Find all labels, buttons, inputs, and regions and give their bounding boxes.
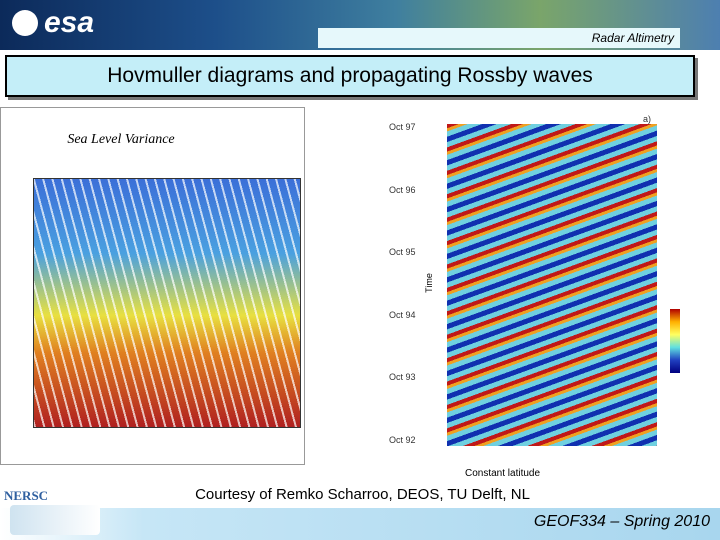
footer (0, 508, 720, 540)
map-figure: Sea Level Variance (0, 107, 305, 465)
y-tick-label: Oct 93 (389, 372, 416, 382)
y-axis-label: Time (423, 273, 434, 293)
y-tick-label: Oct 97 (389, 122, 416, 132)
logo-mark (12, 10, 38, 36)
nersc-logo: NERSC (4, 488, 49, 503)
hovmoller-field (447, 124, 657, 446)
map-title: Sea Level Variance (67, 132, 175, 147)
nersc-icon (10, 505, 100, 535)
y-tick-label: Oct 94 (389, 309, 416, 320)
course-label: GEOF334 – Spring 2010 (533, 513, 710, 530)
map-field (33, 178, 301, 428)
y-tick-label: Oct 92 (389, 434, 416, 445)
colorbar (666, 305, 710, 380)
y-tick-label: Oct 95 (389, 247, 416, 257)
credit: Courtesy of Remko Scharroo, DEOS, TU Del… (155, 482, 570, 508)
hovmoller-figure: a) Time Constant latitude Oct 97 Oct 96 Oc… (385, 108, 665, 485)
slide-title: Hovmuller diagrams and propagating Rossb… (5, 55, 695, 97)
panel-label: a) (643, 114, 652, 124)
section-label: Radar Altimetry (318, 28, 680, 48)
y-tick-label: Oct 96 (389, 184, 416, 195)
x-axis-label: Constant latitude (465, 468, 541, 479)
logo: esa (44, 6, 95, 39)
colorbar-strip (670, 309, 680, 373)
